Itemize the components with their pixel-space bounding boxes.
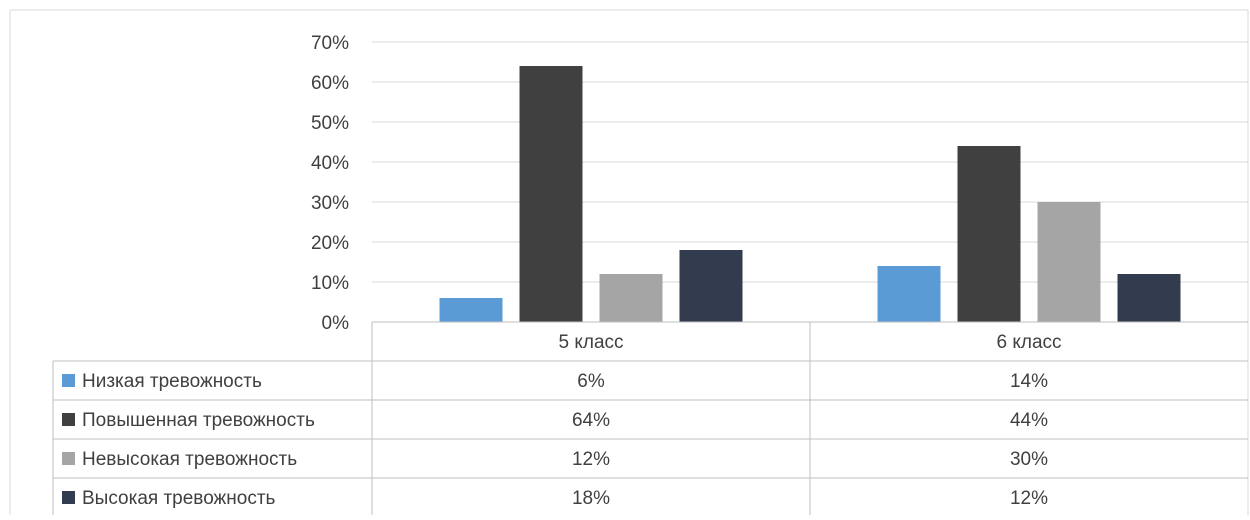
legend-label: Невысокая тревожность [82, 449, 297, 470]
y-tick-label: 50% [311, 113, 349, 134]
data-value-label: 18% [572, 488, 610, 509]
y-tick-label: 70% [311, 33, 349, 54]
legend-key [62, 491, 75, 504]
legend-key [62, 452, 75, 465]
legend-key [62, 413, 75, 426]
bar [1117, 274, 1181, 322]
legend-key [62, 374, 75, 387]
y-tick-label: 30% [311, 193, 349, 214]
data-value-label: 44% [1010, 410, 1048, 431]
category-label: 6 класс [996, 332, 1061, 353]
data-value-label: 6% [577, 371, 605, 392]
bar [957, 146, 1021, 322]
y-tick-label: 60% [311, 73, 349, 94]
data-value-label: 30% [1010, 449, 1048, 470]
bar [679, 250, 743, 322]
bar [599, 274, 663, 322]
y-tick-label: 0% [322, 313, 350, 334]
legend-label: Повышенная тревожность [82, 410, 315, 431]
bar [1037, 202, 1101, 322]
y-tick-label: 10% [311, 273, 349, 294]
bar [439, 298, 503, 322]
data-value-label: 12% [572, 449, 610, 470]
y-tick-label: 40% [311, 153, 349, 174]
data-value-label: 64% [572, 410, 610, 431]
data-value-label: 14% [1010, 371, 1048, 392]
category-label: 5 класс [558, 332, 623, 353]
legend-label: Высокая тревожность [82, 488, 276, 509]
data-value-label: 12% [1010, 488, 1048, 509]
bar [877, 266, 941, 322]
bar [519, 66, 583, 322]
legend-label: Низкая тревожность [82, 371, 262, 392]
y-tick-label: 20% [311, 233, 349, 254]
